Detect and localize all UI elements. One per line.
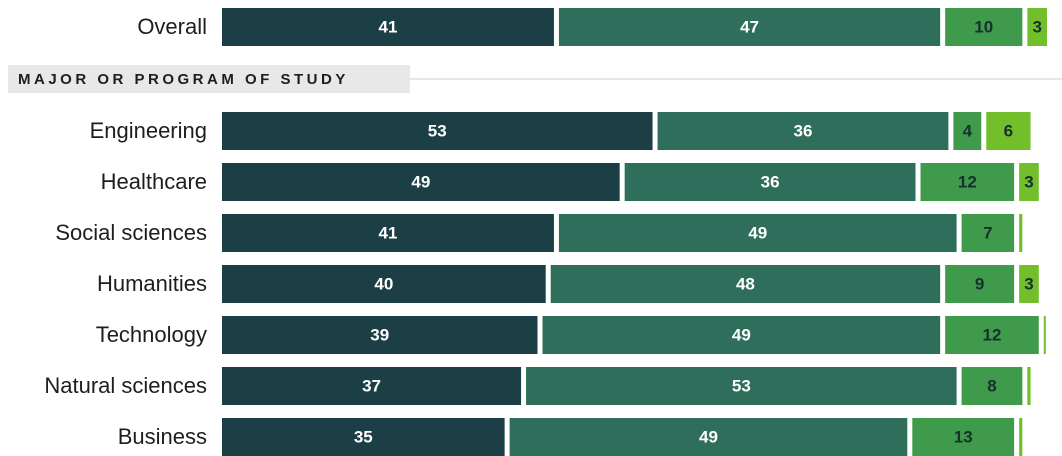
value-label: 36 <box>794 121 813 140</box>
bar-segment <box>657 112 949 150</box>
value-label: 35 <box>354 427 373 446</box>
value-label: 12 <box>983 325 1002 344</box>
value-label: 13 <box>954 427 973 446</box>
bar-segment <box>945 8 1023 46</box>
value-label: 49 <box>411 172 430 191</box>
value-label: 41 <box>379 17 398 36</box>
bar-segment <box>1019 214 1023 252</box>
bar-segment <box>222 418 505 456</box>
value-label: 6 <box>1004 121 1013 140</box>
value-label: 3 <box>1024 274 1033 293</box>
value-label: 53 <box>428 121 447 140</box>
bar-segment <box>526 367 957 405</box>
bar-segment <box>986 112 1031 150</box>
value-label: 3 <box>1032 17 1041 36</box>
value-label: 37 <box>362 376 381 395</box>
category-label: Engineering <box>90 118 207 143</box>
bar-segment <box>1019 418 1023 456</box>
bar-segment <box>1019 163 1039 201</box>
bar-segment <box>961 214 1015 252</box>
category-label: Overall <box>137 14 207 39</box>
bar-segment <box>1043 316 1046 354</box>
value-label: 4 <box>963 121 973 140</box>
value-label: 39 <box>370 325 389 344</box>
bar-segment <box>945 316 1039 354</box>
bar-segment <box>222 214 554 252</box>
value-label: 8 <box>987 376 996 395</box>
category-label: Healthcare <box>101 169 207 194</box>
bar-segment <box>624 163 916 201</box>
bar-segment <box>1027 8 1047 46</box>
value-label: 47 <box>740 17 759 36</box>
value-label: 53 <box>732 376 751 395</box>
category-label: Technology <box>96 322 207 347</box>
bar-segment <box>542 316 941 354</box>
category-label: Natural sciences <box>44 373 207 398</box>
bar-segment <box>945 265 1015 303</box>
bar-segment <box>1019 265 1039 303</box>
value-label: 7 <box>983 223 992 242</box>
category-label: Business <box>118 424 207 449</box>
category-label: Social sciences <box>55 220 207 245</box>
value-label: 49 <box>699 427 718 446</box>
value-label: 9 <box>975 274 984 293</box>
bar-segment <box>222 265 546 303</box>
value-label: 48 <box>736 274 755 293</box>
bar-segment <box>912 418 1015 456</box>
bar-segment <box>953 112 982 150</box>
bar-segment <box>222 316 538 354</box>
value-label: 12 <box>958 172 977 191</box>
value-label: 40 <box>374 274 393 293</box>
bar-segment <box>222 8 554 46</box>
category-label: Humanities <box>97 271 207 296</box>
value-label: 10 <box>974 17 993 36</box>
bar-segment <box>550 265 941 303</box>
value-label: 3 <box>1024 172 1033 191</box>
bar-segment <box>222 367 522 405</box>
value-label: 41 <box>379 223 398 242</box>
bar-segment <box>509 418 908 456</box>
value-label: 49 <box>748 223 767 242</box>
bar-segment <box>222 112 653 150</box>
bar-segment <box>558 8 941 46</box>
bar-segment <box>920 163 1015 201</box>
section-label: MAJOR OR PROGRAM OF STUDY <box>18 71 349 88</box>
bar-segment <box>558 214 957 252</box>
bar-segment <box>961 367 1023 405</box>
value-label: 49 <box>732 325 751 344</box>
value-label: 36 <box>761 172 780 191</box>
section-background <box>8 65 410 93</box>
bar-segment <box>1027 367 1031 405</box>
bar-segment <box>222 163 620 201</box>
